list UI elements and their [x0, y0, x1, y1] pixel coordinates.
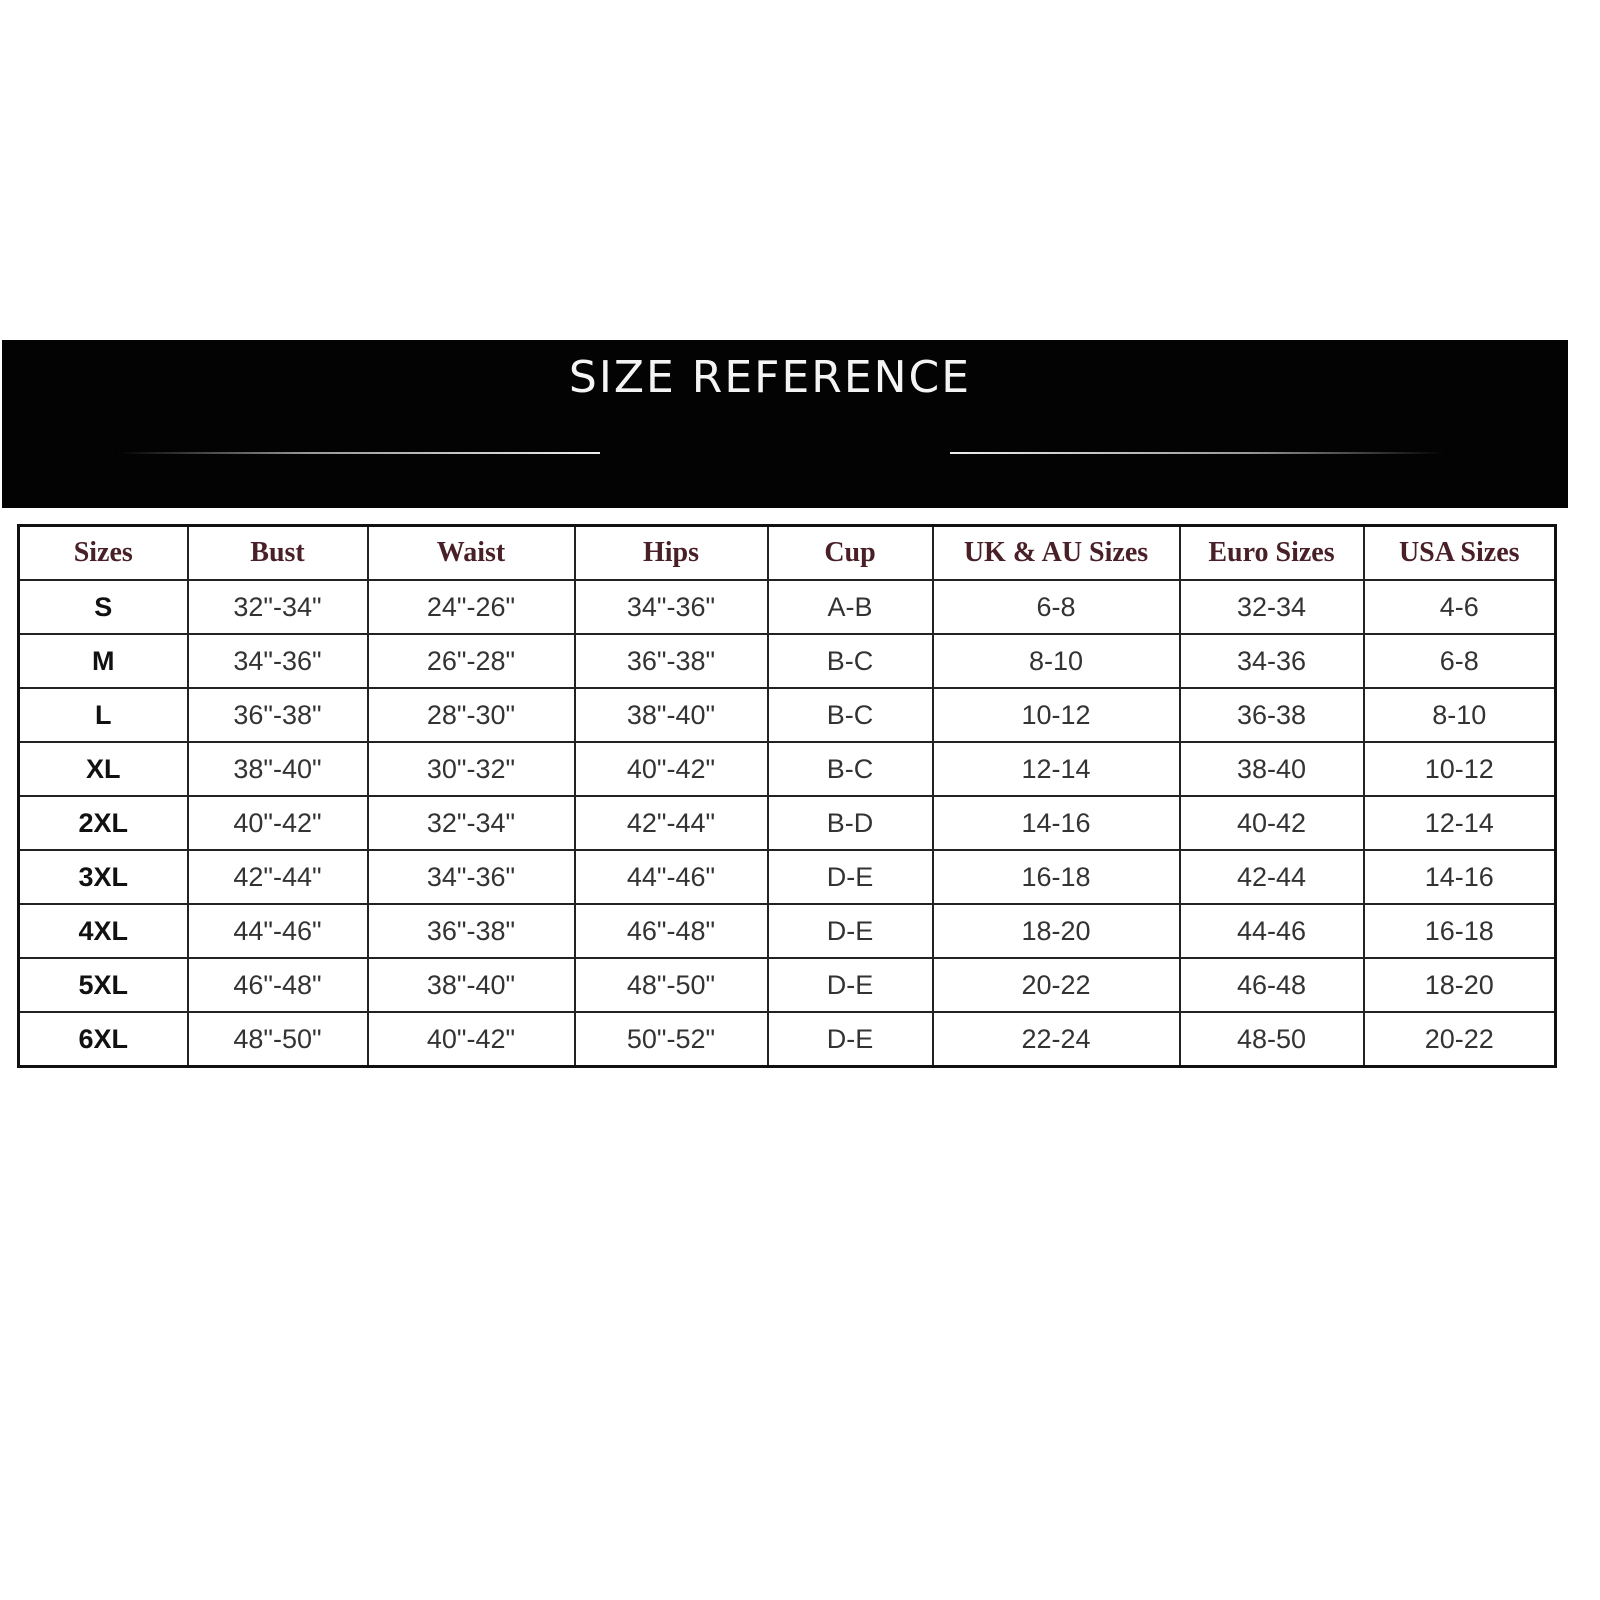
table-cell: 20-22: [931, 957, 1181, 1013]
table-cell: 46-48: [1178, 957, 1365, 1013]
table-cell: 40-42: [1178, 795, 1365, 851]
table-row: 5XL 46"-48" 38"-40" 48"-50" D-E 20-22 46-48 18-…: [17, 957, 1557, 1013]
size-label: 4XL: [17, 903, 189, 959]
table-cell: A-B: [766, 579, 934, 635]
page-title: SIZE REFERENCE: [568, 352, 972, 403]
divider-left: [115, 452, 600, 454]
table-cell: 10-12: [1362, 741, 1557, 797]
table-cell: B-C: [766, 741, 934, 797]
table-cell: 4-6: [1362, 579, 1557, 635]
table-cell: 28"-30": [366, 687, 576, 743]
table-cell: 46"-48": [186, 957, 369, 1013]
column-header: USA Sizes: [1362, 524, 1557, 581]
table-cell: 22-24: [931, 1011, 1181, 1068]
table-cell: 42-44: [1178, 849, 1365, 905]
table-cell: 40"-42": [573, 741, 769, 797]
size-label: 5XL: [17, 957, 189, 1013]
table-row: 2XL 40"-42" 32"-34" 42"-44" B-D 14-16 40-42 12-…: [17, 795, 1557, 851]
table-cell: 26"-28": [366, 633, 576, 689]
table-cell: D-E: [766, 903, 934, 959]
table-cell: D-E: [766, 849, 934, 905]
table-row: S 32"-34" 24"-26" 34"-36" A-B 6-8 32-34 4-6: [17, 579, 1557, 635]
table-cell: B-D: [766, 795, 934, 851]
table-cell: B-C: [766, 687, 934, 743]
title-banner: SIZE REFERENCE: [2, 340, 1568, 508]
column-header: Cup: [766, 524, 934, 581]
size-label: 3XL: [17, 849, 189, 905]
table-row: 6XL 48"-50" 40"-42" 50"-52" D-E 22-24 48-50 20-…: [17, 1011, 1557, 1068]
table-cell: 16-18: [1362, 903, 1557, 959]
table-cell: 42"-44": [186, 849, 369, 905]
table-cell: 36"-38": [186, 687, 369, 743]
table-cell: 18-20: [931, 903, 1181, 959]
table-cell: 32"-34": [186, 579, 369, 635]
table-cell: D-E: [766, 1011, 934, 1068]
column-header: Sizes: [17, 524, 189, 581]
table-cell: 40"-42": [186, 795, 369, 851]
table-cell: 8-10: [931, 633, 1181, 689]
table-row: M 34"-36" 26"-28" 36"-38" B-C 8-10 34-36 6-8: [17, 633, 1557, 689]
column-header: Waist: [366, 524, 576, 581]
table-cell: 34-36: [1178, 633, 1365, 689]
table-cell: 6-8: [1362, 633, 1557, 689]
table-cell: 44"-46": [573, 849, 769, 905]
divider-right: [950, 452, 1447, 454]
table-cell: 40"-42": [366, 1011, 576, 1068]
table-cell: 14-16: [931, 795, 1181, 851]
table-cell: 44-46: [1178, 903, 1365, 959]
table-cell: 34"-36": [186, 633, 369, 689]
size-label: M: [17, 633, 189, 689]
table-cell: 24"-26": [366, 579, 576, 635]
table-cell: 10-12: [931, 687, 1181, 743]
table-cell: 32"-34": [366, 795, 576, 851]
column-header: UK & AU Sizes: [931, 524, 1181, 581]
table-cell: 48"-50": [186, 1011, 369, 1068]
table-cell: 20-22: [1362, 1011, 1557, 1068]
table-cell: 38-40: [1178, 741, 1365, 797]
table-cell: 36"-38": [573, 633, 769, 689]
column-header: Bust: [186, 524, 369, 581]
table-cell: 12-14: [1362, 795, 1557, 851]
table-cell: 38"-40": [366, 957, 576, 1013]
table-cell: 18-20: [1362, 957, 1557, 1013]
table-cell: 30"-32": [366, 741, 576, 797]
table-cell: D-E: [766, 957, 934, 1013]
table-cell: 12-14: [931, 741, 1181, 797]
table-cell: 38"-40": [573, 687, 769, 743]
column-header: Hips: [573, 524, 769, 581]
table-cell: 6-8: [931, 579, 1181, 635]
table-cell: 46"-48": [573, 903, 769, 959]
table-row: L 36"-38" 28"-30" 38"-40" B-C 10-12 36-38 8-10: [17, 687, 1557, 743]
table-cell: B-C: [766, 633, 934, 689]
table-row: 4XL 44"-46" 36"-38" 46"-48" D-E 18-20 44-46 16-…: [17, 903, 1557, 959]
table-row: 3XL 42"-44" 34"-36" 44"-46" D-E 16-18 42-44 14-…: [17, 849, 1557, 905]
table-header-row: Sizes Bust Waist Hips Cup UK & AU Sizes Euro S…: [17, 524, 1557, 581]
table-cell: 32-34: [1178, 579, 1365, 635]
table-cell: 48"-50": [573, 957, 769, 1013]
table-cell: 14-16: [1362, 849, 1557, 905]
size-label: L: [17, 687, 189, 743]
table-cell: 50"-52": [573, 1011, 769, 1068]
table-cell: 36-38: [1178, 687, 1365, 743]
size-label: 2XL: [17, 795, 189, 851]
table-row: XL 38"-40" 30"-32" 40"-42" B-C 12-14 38-40 10-1…: [17, 741, 1557, 797]
table-cell: 16-18: [931, 849, 1181, 905]
size-label: S: [17, 579, 189, 635]
table-cell: 44"-46": [186, 903, 369, 959]
table-cell: 36"-38": [366, 903, 576, 959]
size-label: XL: [17, 741, 189, 797]
size-table: Sizes Bust Waist Hips Cup UK & AU Sizes Euro S…: [17, 524, 1557, 1068]
table-cell: 42"-44": [573, 795, 769, 851]
table-cell: 48-50: [1178, 1011, 1365, 1068]
table-cell: 8-10: [1362, 687, 1557, 743]
table-cell: 34"-36": [573, 579, 769, 635]
size-label: 6XL: [17, 1011, 189, 1068]
table-cell: 34"-36": [366, 849, 576, 905]
column-header: Euro Sizes: [1178, 524, 1365, 581]
table-cell: 38"-40": [186, 741, 369, 797]
